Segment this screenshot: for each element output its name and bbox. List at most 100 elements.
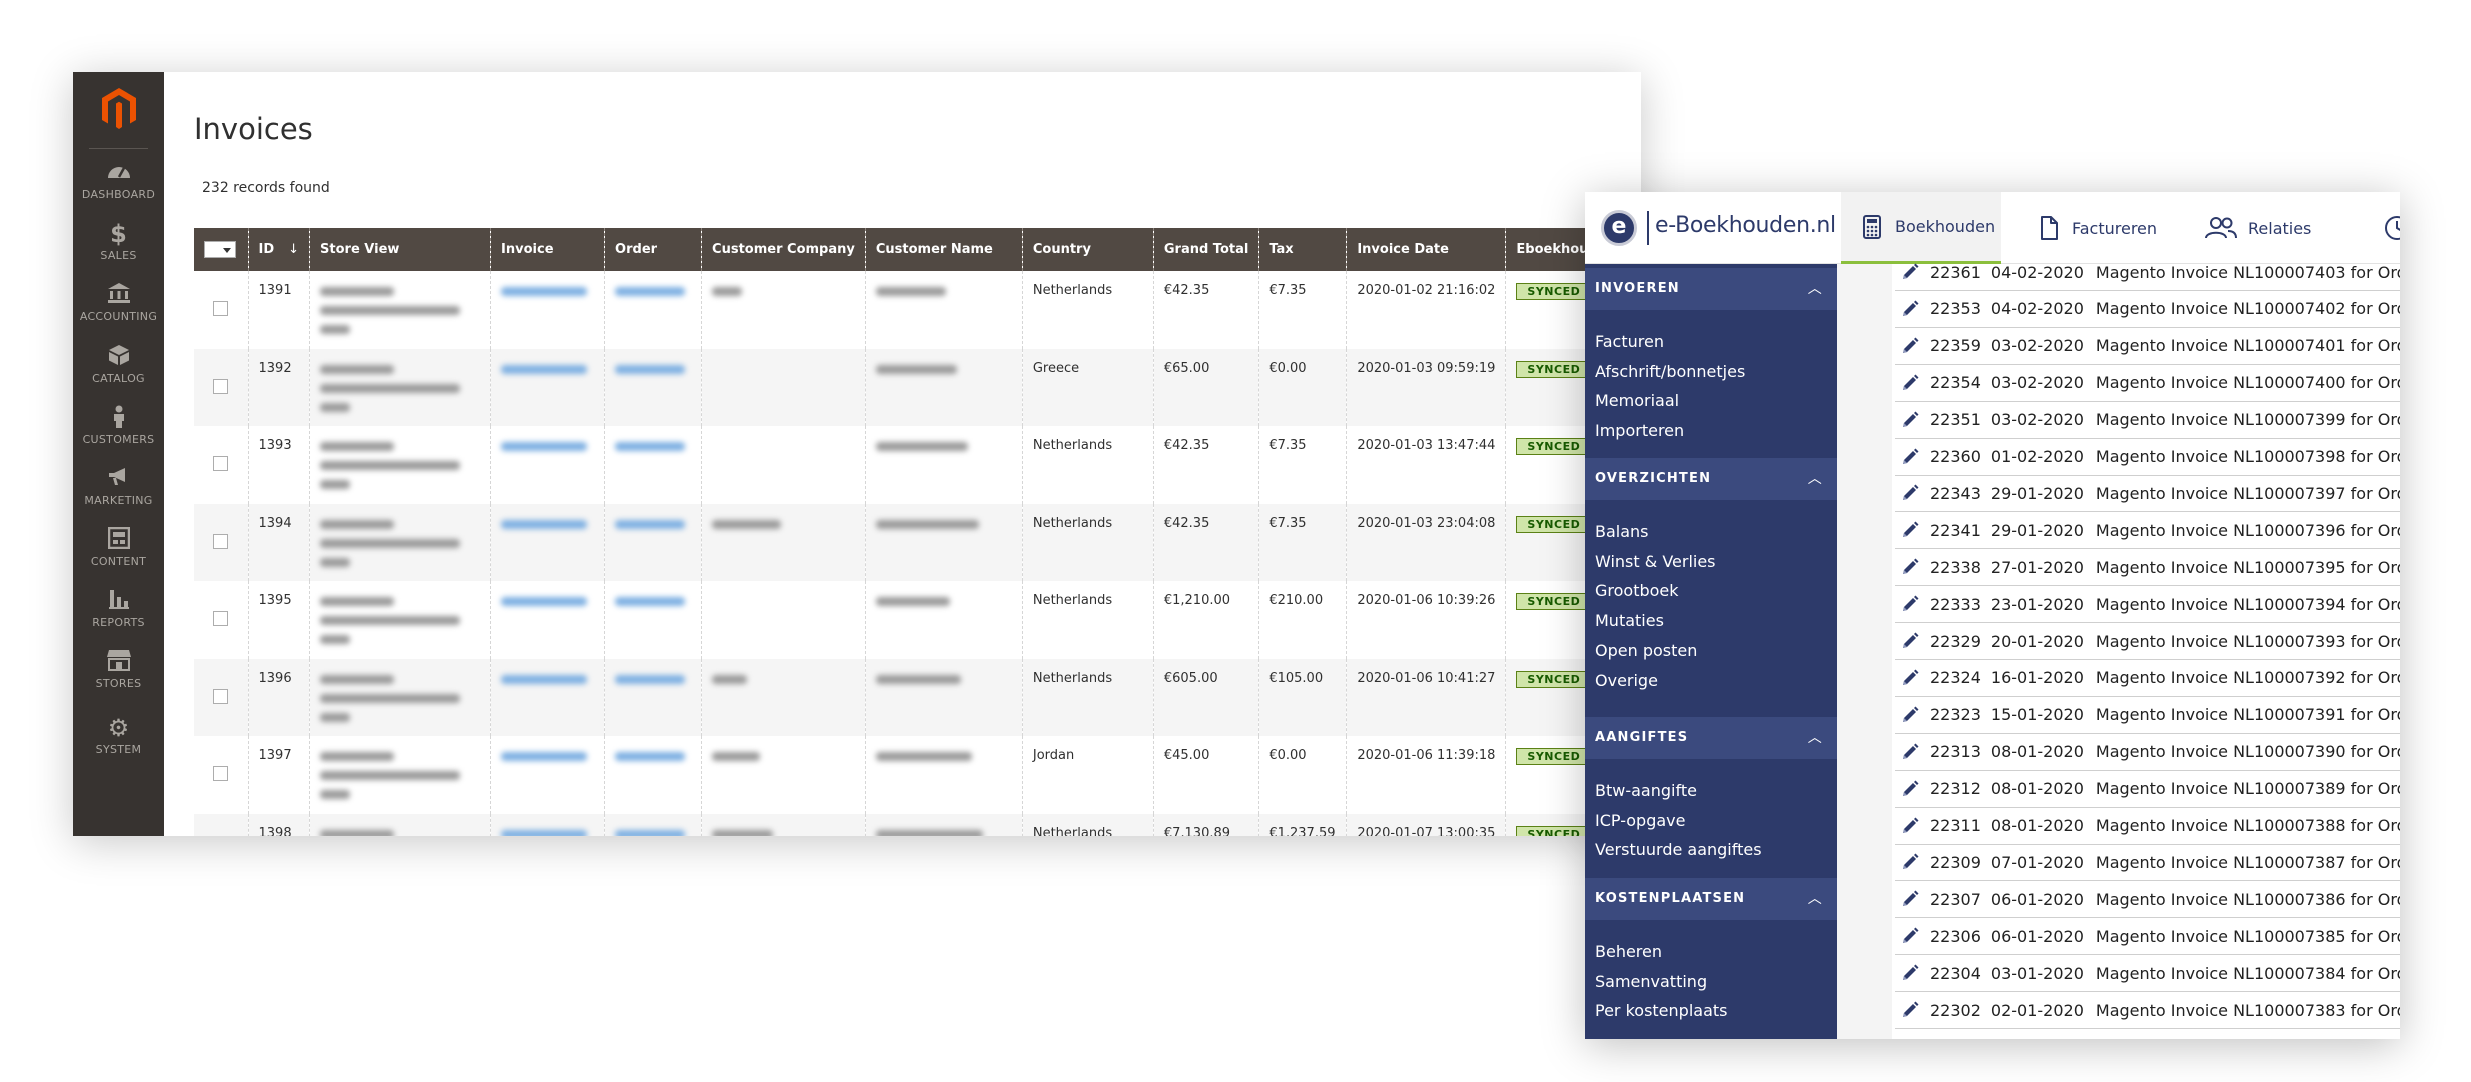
row-checkbox[interactable] (213, 301, 228, 316)
column-header-invoice[interactable]: Invoice (490, 228, 606, 271)
cell-invoice[interactable] (490, 503, 606, 581)
entry-row[interactable]: 22341 29-01-2020 Magento Invoice NL1000073… (1895, 512, 2400, 550)
nav-item-marketing[interactable]: MARKETING (73, 466, 164, 507)
column-header-id[interactable]: ID ↓ (248, 228, 311, 271)
row-checkbox[interactable] (213, 456, 228, 471)
tab-boekhouden[interactable]: Boekhouden (1841, 192, 2001, 264)
sidebar-link[interactable]: Btw-aangifte (1595, 781, 1697, 800)
cell-invoice[interactable] (490, 581, 606, 659)
section-header-kostenplaatsen[interactable]: KOSTENPLAATSEN ︿ (1585, 878, 1837, 920)
column-header-grand-total[interactable]: Grand Total (1153, 228, 1260, 271)
sidebar-link[interactable]: Mutaties (1595, 611, 1664, 631)
sidebar-link[interactable]: Open posten (1595, 640, 1698, 660)
edit-pencil-icon[interactable] (1900, 926, 1920, 946)
sidebar-link[interactable]: Per kostenplaats (1595, 1001, 1728, 1021)
cell-order[interactable] (604, 813, 703, 836)
sidebar-link[interactable]: Balans (1595, 522, 1649, 541)
edit-pencil-icon[interactable] (1900, 631, 1920, 651)
entry-row[interactable]: 22309 07-01-2020 Magento Invoice NL1000073… (1895, 844, 2400, 882)
nav-item-stores[interactable]: STORES (73, 649, 164, 690)
edit-pencil-icon[interactable] (1900, 668, 1920, 688)
cell-invoice[interactable] (490, 658, 606, 736)
edit-pencil-icon[interactable] (1900, 373, 1920, 393)
entry-row[interactable]: 22312 08-01-2020 Magento Invoice NL1000073… (1895, 771, 2400, 808)
cell-order[interactable] (604, 736, 703, 814)
entry-row[interactable]: 22324 16-01-2020 Magento Invoice NL1000073… (1895, 660, 2400, 697)
tab-relaties[interactable]: Relaties (2186, 192, 2356, 264)
mass-select-checkbox[interactable] (204, 241, 236, 258)
nav-item-system[interactable]: ⚙ SYSTEM (73, 715, 164, 756)
entry-row[interactable]: 22351 03-02-2020 Magento Invoice NL1000073… (1895, 402, 2400, 439)
column-header-country[interactable]: Country (1022, 228, 1154, 271)
cell-order[interactable] (604, 581, 703, 659)
edit-pencil-icon[interactable] (1900, 963, 1920, 983)
sidebar-link[interactable]: Afschrift/bonnetjes (1595, 361, 1746, 381)
sidebar-link[interactable]: Verstuurde aangiftes (1595, 840, 1762, 860)
section-header-overzichten[interactable]: OVERZICHTEN ︿ (1585, 458, 1837, 500)
clock-icon[interactable] (2383, 214, 2400, 242)
edit-pencil-icon[interactable] (1900, 742, 1920, 762)
column-header-customer-company[interactable]: Customer Company (701, 228, 866, 271)
cell-invoice[interactable] (490, 426, 606, 504)
table-row[interactable]: 1391 Netherlands €42.35 €7.35 2020-01-02… (194, 271, 1627, 349)
column-header-invoice-date[interactable]: Invoice Date (1346, 228, 1507, 271)
row-checkbox[interactable] (213, 378, 228, 394)
nav-item-content[interactable]: CONTENT (73, 526, 164, 568)
section-header-invoeren[interactable]: INVOEREN ︿ (1585, 268, 1837, 310)
cell-invoice[interactable] (490, 736, 606, 814)
row-checkbox[interactable] (213, 533, 228, 549)
sidebar-link[interactable]: Grootboek (1595, 581, 1679, 601)
edit-pencil-icon[interactable] (1900, 594, 1920, 614)
cell-order[interactable] (604, 426, 703, 504)
entry-row[interactable]: 22333 23-01-2020 Magento Invoice NL1000073… (1895, 586, 2400, 624)
table-row[interactable]: 1398 Netherlands €7,130.89 €1,237.59 202… (194, 813, 1627, 836)
entry-row[interactable]: 22343 29-01-2020 Magento Invoice NL1000073… (1895, 475, 2400, 513)
sidebar-link[interactable]: Facturen (1595, 332, 1664, 351)
entry-row[interactable]: 22329 20-01-2020 Magento Invoice NL1000073… (1895, 623, 2400, 660)
entry-row[interactable]: 22306 06-01-2020 Magento Invoice NL1000073… (1895, 918, 2400, 956)
column-header-order[interactable]: Order (604, 228, 703, 271)
table-row[interactable]: 1393 Netherlands €42.35 €7.35 2020-01-03… (194, 426, 1627, 504)
tab-factureren[interactable]: Factureren (2018, 192, 2188, 264)
nav-item-customers[interactable]: CUSTOMERS (73, 405, 164, 446)
row-checkbox[interactable] (213, 766, 228, 781)
entry-row[interactable]: 22307 06-01-2020 Magento Invoice NL1000073… (1895, 881, 2400, 919)
cell-invoice[interactable] (490, 271, 606, 349)
entry-row[interactable]: 22313 08-01-2020 Magento Invoice NL1000073… (1895, 734, 2400, 771)
column-header-tax[interactable]: Tax (1258, 228, 1348, 271)
table-row[interactable]: 1396 Netherlands €605.00 €105.00 2020-01… (194, 658, 1627, 736)
cell-invoice[interactable] (490, 348, 606, 426)
entry-row[interactable]: 22338 27-01-2020 Magento Invoice NL1000073… (1895, 549, 2400, 587)
edit-pencil-icon[interactable] (1900, 852, 1920, 872)
nav-item-dashboard[interactable]: DASHBOARD (73, 160, 164, 201)
sidebar-link[interactable]: ICP-opgave (1595, 810, 1686, 830)
entry-row[interactable]: 22354 03-02-2020 Magento Invoice NL1000074… (1895, 365, 2400, 402)
sidebar-link[interactable]: Memoriaal (1595, 391, 1680, 411)
entry-row[interactable]: 22311 08-01-2020 Magento Invoice NL1000073… (1895, 808, 2400, 845)
sidebar-link[interactable]: Overige (1595, 670, 1658, 690)
cell-order[interactable] (604, 348, 703, 426)
table-row[interactable]: 1395 Netherlands €1,210.00 €210.00 2020-… (194, 581, 1627, 659)
edit-pencil-icon[interactable] (1900, 1000, 1920, 1020)
magento-logo-icon[interactable] (99, 86, 139, 132)
row-checkbox[interactable] (213, 611, 228, 626)
sidebar-link[interactable]: Winst & Verlies (1595, 551, 1716, 571)
nav-item-catalog[interactable]: CATALOG (73, 344, 164, 385)
entry-row[interactable]: 22360 01-02-2020 Magento Invoice NL1000073… (1895, 439, 2400, 476)
edit-pencil-icon[interactable] (1900, 447, 1920, 467)
section-header-aangiftes[interactable]: AANGIFTES ︿ (1585, 717, 1837, 759)
edit-pencil-icon[interactable] (1900, 779, 1920, 799)
table-row[interactable]: 1394 Netherlands €42.35 €7.35 2020-01-03… (194, 503, 1627, 581)
edit-pencil-icon[interactable] (1900, 705, 1920, 725)
nav-item-reports[interactable]: REPORTS (73, 588, 164, 629)
cell-invoice[interactable] (490, 813, 606, 836)
entry-row[interactable]: 22359 03-02-2020 Magento Invoice NL1000074… (1895, 328, 2400, 365)
nav-item-sales[interactable]: $ SALES (73, 221, 164, 262)
cell-order[interactable] (604, 271, 703, 349)
entry-row[interactable]: 22304 03-01-2020 Magento Invoice NL1000073… (1895, 955, 2400, 993)
cell-order[interactable] (604, 503, 703, 581)
edit-pencil-icon[interactable] (1900, 816, 1920, 836)
eb-logo[interactable]: e e-Boekhouden.nl (1601, 208, 1839, 248)
entry-row[interactable]: 22353 04-02-2020 Magento Invoice NL1000074… (1895, 291, 2400, 328)
edit-pencil-icon[interactable] (1900, 520, 1920, 540)
